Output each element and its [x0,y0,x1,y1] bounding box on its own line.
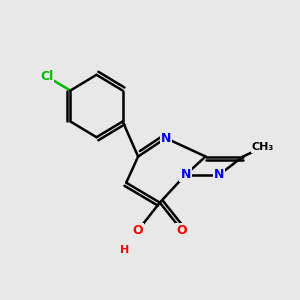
Text: Cl: Cl [40,70,53,83]
Text: O: O [176,224,187,237]
Text: N: N [160,132,171,145]
Text: O: O [133,224,143,237]
Text: H: H [119,244,129,255]
Text: N: N [214,168,224,181]
Text: CH₃: CH₃ [252,142,274,152]
Text: N: N [181,168,191,181]
